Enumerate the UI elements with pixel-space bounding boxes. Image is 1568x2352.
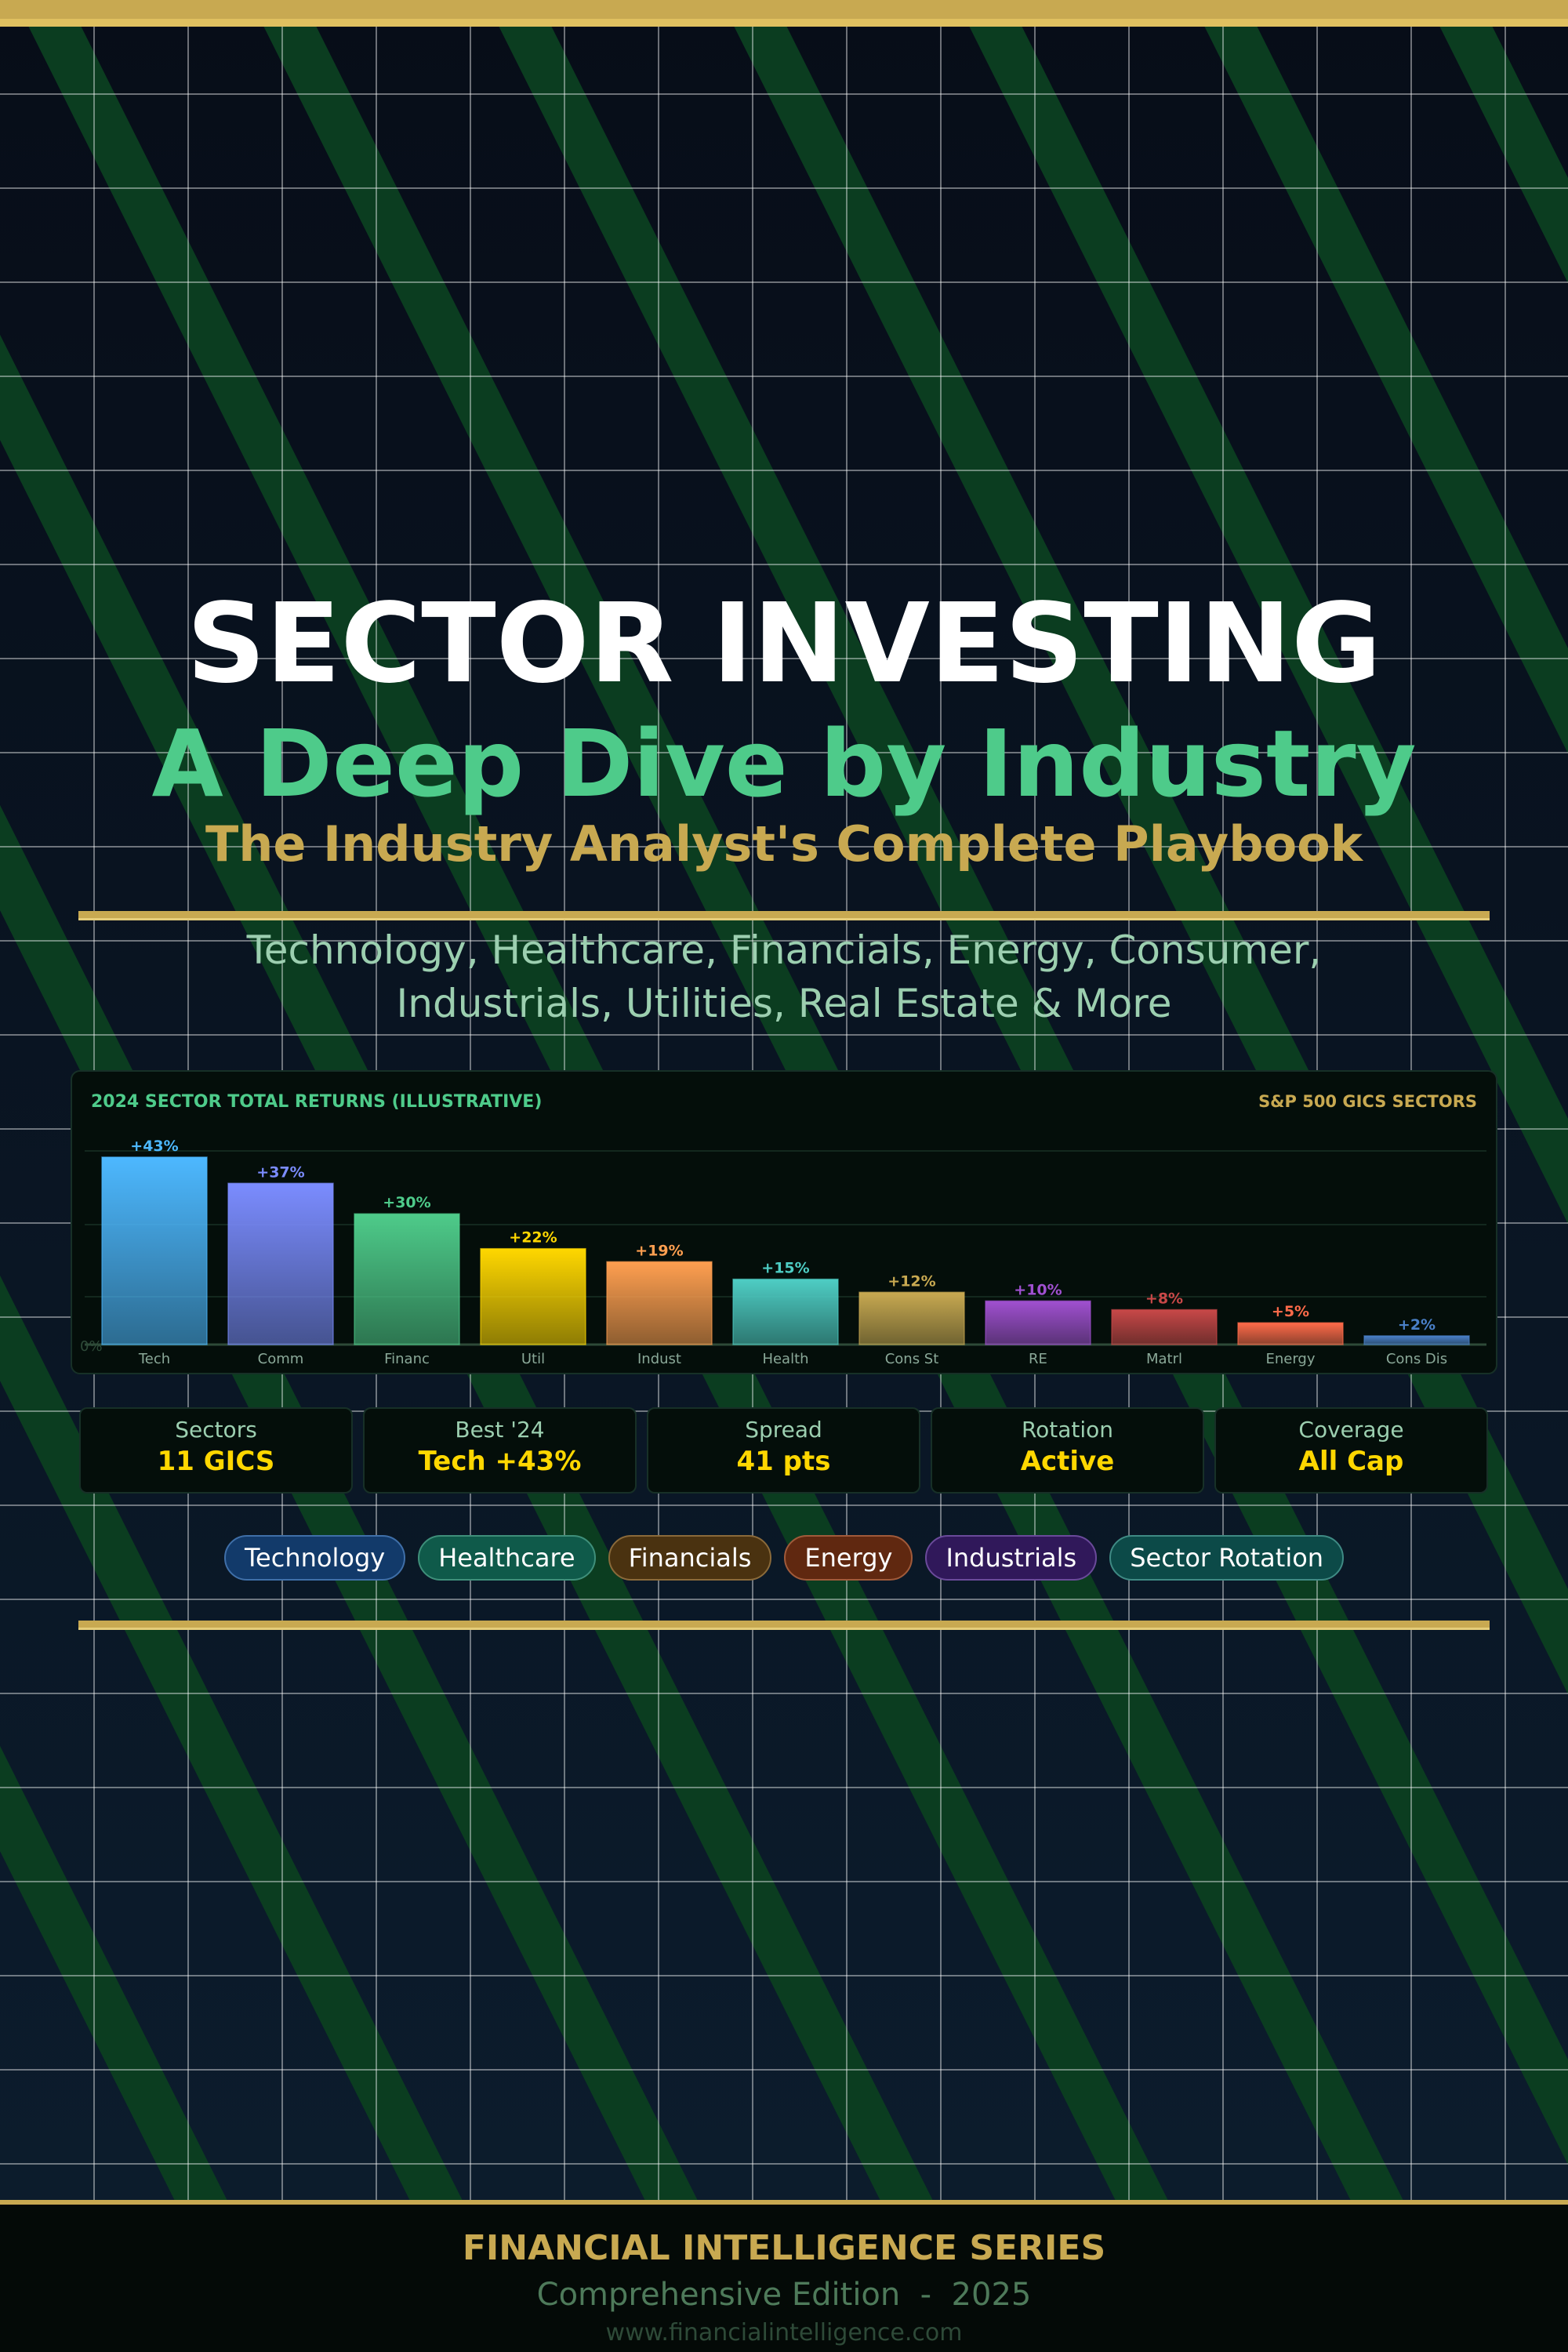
- bar-value-label: +2%: [1398, 1316, 1436, 1334]
- pill-energy: Energy: [784, 1535, 913, 1581]
- category-label: Matrl: [1146, 1351, 1182, 1367]
- category-label: Cons Dis: [1386, 1351, 1447, 1367]
- stat-card-coverage: Coverage All Cap: [1214, 1407, 1488, 1494]
- pill-financials: Financials: [608, 1535, 772, 1581]
- divider: [78, 1621, 1490, 1630]
- bar-cons-st: [858, 1291, 965, 1345]
- bar-comm: [227, 1182, 334, 1345]
- bar-util: [480, 1247, 586, 1345]
- stat-value: 11 GICS: [157, 1446, 275, 1477]
- bar-value-label: +12%: [887, 1272, 935, 1290]
- stat-label: Sectors: [175, 1417, 257, 1443]
- bar-value-label: +19%: [635, 1242, 683, 1259]
- top-gold-bar: [0, 0, 1568, 27]
- stat-value: All Cap: [1298, 1446, 1404, 1477]
- zero-label: 0%: [80, 1338, 103, 1355]
- stat-value: Tech +43%: [418, 1446, 582, 1477]
- bar-indust: [606, 1261, 713, 1345]
- tagline: The Industry Analyst's Complete Playbook: [205, 815, 1363, 873]
- stat-value: Active: [1020, 1446, 1115, 1477]
- category-label: Util: [521, 1351, 545, 1367]
- website-url: www.financialintelligence.com: [605, 2319, 963, 2347]
- chart-right-label: S&P 500 GICS SECTORS: [1258, 1092, 1477, 1111]
- bar-value-label: +10%: [1014, 1281, 1062, 1298]
- stat-value: 41 pts: [736, 1446, 831, 1477]
- category-label: Indust: [637, 1351, 681, 1367]
- description-line: Industrials, Utilities, Real Estate & Mo…: [396, 981, 1172, 1026]
- chart-canvas: 0% +43% Tech +37% Comm +30% Financ +22% Util +19%…: [80, 1138, 1486, 1367]
- diagonal-stripe: [961, 0, 1568, 1225]
- pill-healthcare: Healthcare: [418, 1535, 596, 1581]
- category-label: Tech: [138, 1351, 170, 1367]
- diagonal-stripe: [0, 1745, 298, 2352]
- stat-card-spread: Spread 41 pts: [647, 1407, 920, 1494]
- sector-returns-chart: 0% +43% Tech +37% Comm +30% Financ +22% Util +19%…: [71, 1070, 1497, 1374]
- chart-title: 2024 SECTOR TOTAL RETURNS (ILLUSTRATIVE): [91, 1092, 543, 1112]
- bar-tech: [101, 1156, 208, 1345]
- topic-pills: Technology Healthcare Financials Energy …: [0, 1535, 1568, 1581]
- bar-value-label: +5%: [1272, 1303, 1309, 1320]
- bar-value-label: +15%: [761, 1260, 809, 1277]
- series-name: FINANCIAL INTELLIGENCE SERIES: [462, 2228, 1106, 2268]
- stat-label: Spread: [745, 1417, 822, 1443]
- stat-label: Rotation: [1021, 1417, 1114, 1443]
- pill-industrials: Industrials: [925, 1535, 1098, 1581]
- stat-card-best: Best '24 Tech +43%: [363, 1407, 637, 1494]
- bar-matrl: [1111, 1308, 1218, 1345]
- bar-re: [985, 1300, 1091, 1345]
- bar-health: [732, 1278, 839, 1345]
- category-label: RE: [1029, 1351, 1047, 1367]
- footer: FINANCIAL INTELLIGENCE SERIES Comprehens…: [0, 2200, 1568, 2352]
- stats-row: Sectors 11 GICS Best '24 Tech +43% Spread 4…: [79, 1407, 1488, 1494]
- bar-energy: [1237, 1322, 1344, 1345]
- stat-label: Coverage: [1298, 1417, 1404, 1443]
- bar-financ: [354, 1213, 460, 1345]
- bar-value-label: +30%: [383, 1194, 430, 1211]
- pill-sector-rotation: Sector Rotation: [1109, 1535, 1345, 1581]
- category-label: Cons St: [885, 1351, 939, 1367]
- pill-technology: Technology: [223, 1535, 406, 1581]
- edition: Comprehensive Edition - 2025: [536, 2277, 1032, 2313]
- category-label: Comm: [258, 1351, 304, 1367]
- stat-label: Best '24: [455, 1417, 545, 1443]
- category-label: Financ: [384, 1351, 430, 1367]
- bar-value-label: +8%: [1145, 1290, 1183, 1308]
- category-label: Energy: [1265, 1351, 1315, 1367]
- stat-card-rotation: Rotation Active: [931, 1407, 1204, 1494]
- diagonal-stripe: [0, 1275, 533, 2352]
- description: Technology, Healthcare, Financials, Ener…: [0, 924, 1568, 1030]
- subtitle: A Deep Dive by Industry: [151, 710, 1417, 818]
- bar-value-label: +22%: [509, 1229, 557, 1247]
- divider: [78, 911, 1490, 920]
- bar-value-label: +37%: [256, 1163, 304, 1181]
- bar-value-label: +43%: [130, 1138, 178, 1155]
- bar-cons-dis: [1363, 1335, 1470, 1345]
- stat-card-sectors: Sectors 11 GICS: [79, 1407, 353, 1494]
- description-line: Technology, Healthcare, Financials, Ener…: [246, 927, 1322, 973]
- category-label: Health: [762, 1351, 808, 1367]
- page-title: SECTOR INVESTING: [186, 580, 1381, 708]
- diagonal-stripe: [1196, 0, 1568, 754]
